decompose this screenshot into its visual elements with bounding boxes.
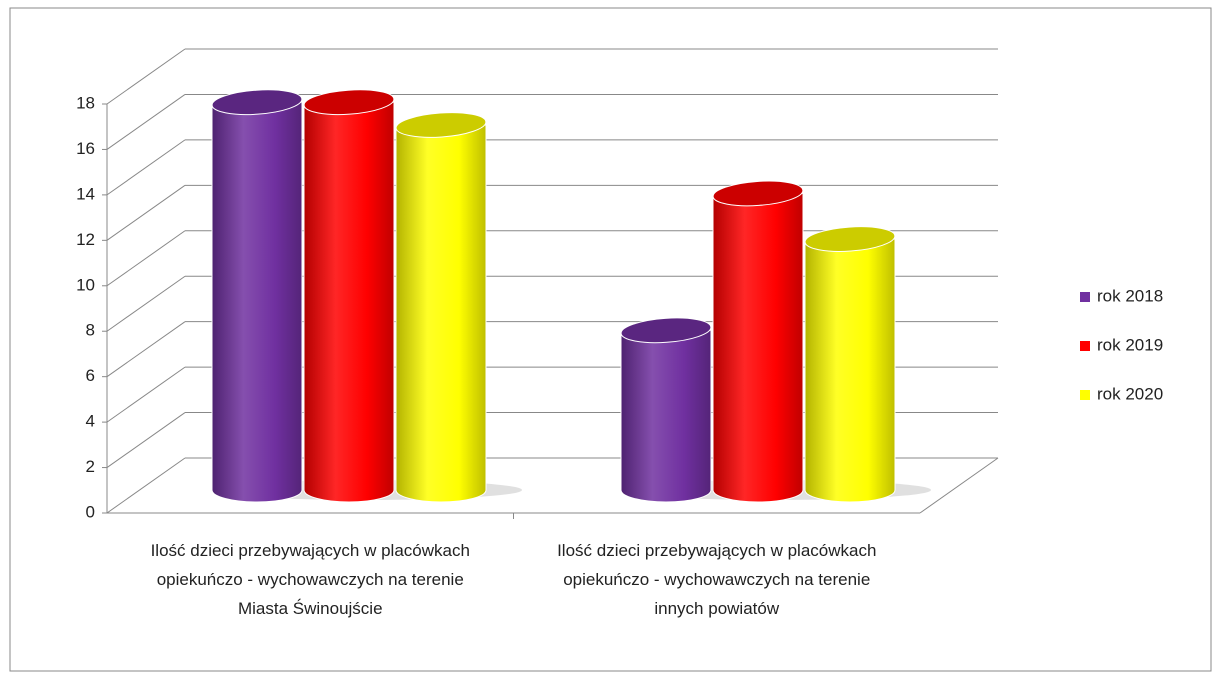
- cylinder: [395, 124, 487, 503]
- legend-swatch: [1080, 292, 1090, 302]
- y-tick-label: 18: [76, 93, 95, 112]
- x-tick-label: Ilość dzieci przebywających w placówkach…: [557, 541, 877, 618]
- cylinder-top: [712, 180, 804, 207]
- y-tick-label: 10: [76, 275, 95, 294]
- legend-label: rok 2018: [1097, 286, 1163, 305]
- grid-line: [106, 412, 186, 468]
- cylinder-top: [303, 89, 395, 116]
- cylinder-top: [620, 317, 712, 344]
- grid-line: [106, 48, 186, 105]
- legend-swatch: [1080, 341, 1090, 351]
- y-tick-label: 0: [86, 502, 95, 521]
- grid-line: [106, 321, 186, 378]
- cylinder: [211, 101, 303, 503]
- x-tick-label: Ilość dzieci przebywających w placówkach…: [150, 541, 470, 618]
- y-tick-label: 2: [86, 457, 95, 476]
- legend-label: rok 2019: [1097, 335, 1163, 354]
- legend-swatch: [1080, 390, 1090, 400]
- grid-line: [106, 94, 186, 150]
- cylinder: [804, 238, 896, 503]
- cylinder: [303, 101, 395, 503]
- cylinder-top: [211, 89, 303, 116]
- grid-line: [106, 366, 186, 423]
- grid-line: [106, 275, 186, 332]
- chart-border: [9, 7, 1212, 672]
- y-tick-label: 8: [86, 321, 95, 340]
- y-tick-label: 14: [76, 184, 95, 203]
- grid-line: [106, 230, 186, 287]
- y-tick-label: 6: [86, 366, 95, 385]
- cylinder-top: [395, 112, 487, 138]
- y-tick-label: 16: [76, 139, 95, 158]
- grid-line: [106, 457, 186, 514]
- floor-edge: [919, 457, 999, 514]
- grid-line: [106, 139, 186, 196]
- cylinder-top: [804, 226, 896, 252]
- grid-line: [106, 184, 186, 241]
- y-tick-label: 4: [86, 412, 95, 431]
- y-tick-label: 12: [76, 230, 95, 249]
- cylinder: [620, 329, 712, 503]
- legend-label: rok 2020: [1097, 384, 1163, 403]
- cylinder: [712, 192, 804, 503]
